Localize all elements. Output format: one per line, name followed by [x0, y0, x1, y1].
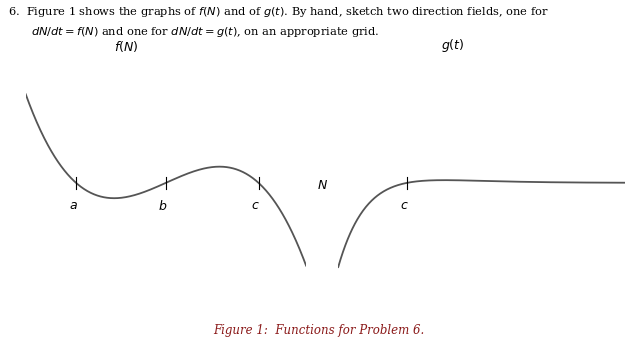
Text: $b$: $b$: [158, 199, 168, 213]
Text: $g(t)$: $g(t)$: [441, 37, 464, 54]
Text: 6.  Figure 1 shows the graphs of $f(N)$ and of $g(t)$. By hand, sketch two direc: 6. Figure 1 shows the graphs of $f(N)$ a…: [8, 5, 548, 19]
Text: $f(N)$: $f(N)$: [114, 39, 139, 54]
Text: $c$: $c$: [400, 199, 408, 212]
Text: $t$: $t$: [637, 179, 638, 192]
Text: $dN/dt = f(N)$ and one for $dN/dt = g(t)$, on an appropriate grid.: $dN/dt = f(N)$ and one for $dN/dt = g(t)…: [31, 25, 379, 39]
Text: Figure 1:  Functions for Problem 6.: Figure 1: Functions for Problem 6.: [213, 324, 425, 337]
Text: $a$: $a$: [69, 199, 78, 212]
Text: $N$: $N$: [318, 179, 329, 192]
Text: $c$: $c$: [251, 199, 260, 212]
